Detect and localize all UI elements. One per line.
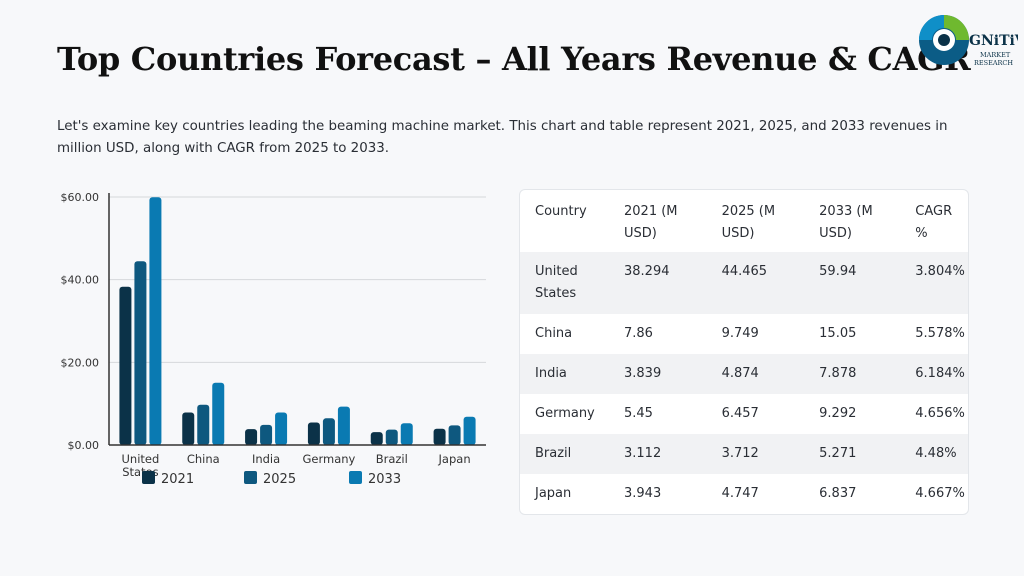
x-category-label: Japan	[438, 452, 471, 466]
cell-2025: 9.749	[721, 326, 759, 341]
bar-2021	[119, 286, 132, 445]
cell-2033: 6.837	[819, 486, 857, 501]
bar-2021	[182, 412, 195, 445]
bar-2025	[197, 404, 210, 445]
header-2021: 2021 (M USD)	[624, 204, 678, 241]
x-category-label: China	[187, 452, 220, 466]
x-category-label: India	[252, 452, 280, 466]
y-tick-label: $60.00	[61, 191, 100, 204]
cell-2025: 4.874	[721, 366, 759, 381]
cell-2025: 6.457	[721, 406, 759, 421]
cell-cagr: 5.578%	[915, 326, 965, 341]
table-row: United States 38.294 44.465 59.94 3.804%	[520, 252, 968, 314]
bar-2021	[433, 428, 446, 445]
cell-2021: 3.839	[624, 366, 662, 381]
cell-2025: 4.747	[721, 486, 759, 501]
cell-country: India	[535, 366, 567, 381]
logo-line1: MARKET	[980, 51, 1011, 59]
cell-2033: 9.292	[819, 406, 857, 421]
cell-2021: 7.86	[624, 326, 653, 341]
cell-country: Japan	[535, 486, 572, 501]
legend-label-2021: 2021	[161, 472, 194, 487]
cell-cagr: 3.804%	[915, 264, 965, 279]
cell-2033: 59.94	[819, 264, 857, 279]
x-category-label: Germany	[302, 452, 355, 466]
x-category-label: Brazil	[376, 452, 408, 466]
cell-cagr: 4.48%	[915, 446, 957, 461]
cell-2021: 5.45	[624, 406, 653, 421]
cell-2021: 38.294	[624, 264, 670, 279]
bar-2025	[134, 261, 147, 445]
legend-swatch-2025	[244, 471, 257, 484]
y-tick-label: $40.00	[61, 274, 100, 287]
table-row: Brazil 3.112 3.712 5.271 4.48%	[520, 434, 968, 474]
cell-cagr: 4.656%	[915, 406, 965, 421]
revenue-table: Country 2021 (M USD) 2025 (M USD) 2033 (…	[520, 190, 968, 514]
revenue-bar-chart: $0.00 $20.00 $40.00 $60.00 United States China…	[50, 185, 500, 495]
legend-swatch-2021	[142, 471, 155, 484]
cell-country: United States	[535, 264, 578, 301]
bar-2021	[245, 429, 258, 445]
bar-2025	[322, 418, 335, 445]
bar-2033	[212, 382, 225, 445]
legend-label-2033: 2033	[368, 472, 401, 487]
cell-2033: 15.05	[819, 326, 857, 341]
cell-country: Germany	[535, 406, 595, 421]
cell-2021: 3.112	[624, 446, 662, 461]
c-ring-logo-icon	[919, 15, 969, 65]
bar-2025	[385, 429, 398, 445]
table-row: China 7.86 9.749 15.05 5.578%	[520, 314, 968, 354]
cell-country: China	[535, 326, 573, 341]
header-cagr: CAGR %	[915, 204, 953, 241]
company-logo: GNiTiVE MARKET RESEARCH	[918, 12, 1024, 72]
cell-cagr: 4.667%	[915, 486, 965, 501]
cell-country: Brazil	[535, 446, 572, 461]
intro-paragraph: Let's examine key countries leading the …	[57, 119, 948, 156]
cell-2033: 7.878	[819, 366, 857, 381]
header-country: Country	[535, 204, 587, 219]
cell-2025: 44.465	[721, 264, 768, 279]
table-row: India 3.839 4.874 7.878 6.184%	[520, 354, 968, 394]
bar-2025	[448, 425, 461, 445]
logo-line2: RESEARCH	[974, 59, 1013, 67]
table-header-row: Country 2021 (M USD) 2025 (M USD) 2033 (…	[520, 190, 968, 252]
bar-2025	[260, 424, 273, 445]
bar-2033	[463, 416, 476, 445]
bar-2021	[370, 432, 383, 445]
page-title: Top Countries Forecast – All Years Reven…	[57, 40, 971, 78]
legend-swatch-2033	[349, 471, 362, 484]
cell-2025: 3.712	[721, 446, 759, 461]
logo-brand: GNiTiVE	[969, 33, 1018, 49]
legend-label-2025: 2025	[263, 472, 296, 487]
header-2033: 2033 (M USD)	[819, 204, 873, 241]
cell-2021: 3.943	[624, 486, 662, 501]
table-row: Germany 5.45 6.457 9.292 4.656%	[520, 394, 968, 434]
cell-cagr: 6.184%	[915, 366, 965, 381]
revenue-table-card: Country 2021 (M USD) 2025 (M USD) 2033 (…	[519, 189, 969, 515]
header-2025: 2025 (M USD)	[721, 204, 776, 241]
y-tick-label: $0.00	[68, 439, 100, 452]
y-tick-label: $20.00	[61, 356, 100, 369]
bar-2033	[337, 406, 350, 445]
bar-2033	[149, 197, 162, 445]
bar-2021	[307, 422, 320, 445]
cell-2033: 5.271	[819, 446, 857, 461]
bar-2033	[400, 423, 413, 445]
table-row: Japan 3.943 4.747 6.837 4.667%	[520, 474, 968, 514]
bar-2033	[275, 412, 288, 445]
